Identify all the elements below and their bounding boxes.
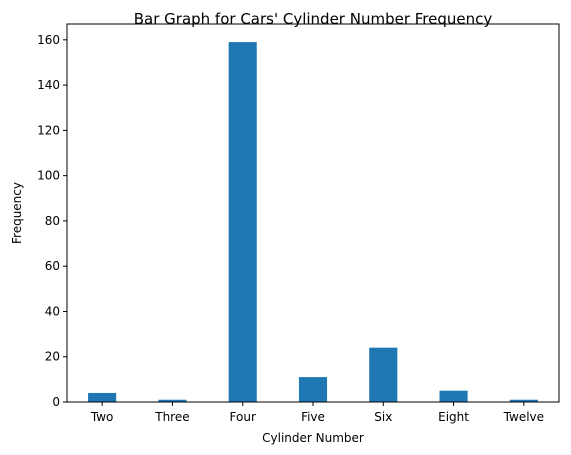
x-tick-label-twelve: Twelve	[503, 410, 544, 424]
x-tick-label-four: Four	[230, 410, 256, 424]
x-tick-label-two: Two	[90, 410, 114, 424]
y-tick-label-20: 20	[45, 350, 60, 364]
bar-six	[369, 347, 398, 402]
bar-four	[228, 42, 257, 402]
bar-eight	[439, 390, 468, 402]
bar-three	[158, 399, 187, 402]
chart-title: Bar Graph for Cars' Cylinder Number Freq…	[134, 10, 493, 28]
bars-group	[88, 42, 538, 402]
bar-twelve	[509, 399, 538, 402]
x-tick-label-five: Five	[301, 410, 325, 424]
y-axis: 0 20 40 60 80 100 120 140 160	[37, 33, 67, 409]
y-tick-label-80: 80	[45, 214, 60, 228]
bar-five	[298, 377, 328, 402]
x-tick-label-three: Three	[154, 410, 189, 424]
y-tick-label-160: 160	[37, 33, 60, 47]
y-tick-label-100: 100	[37, 169, 60, 183]
y-tick-label-40: 40	[45, 304, 60, 318]
x-axis-label: Cylinder Number	[262, 431, 364, 445]
y-tick-label-0: 0	[52, 395, 60, 409]
x-axis: Two Three Four Five Six Eight Twelve	[90, 402, 544, 424]
x-tick-label-six: Six	[374, 410, 392, 424]
x-tick-label-eight: Eight	[438, 410, 469, 424]
y-tick-label-120: 120	[37, 123, 60, 137]
plot-frame	[66, 23, 560, 403]
y-axis-label: Frequency	[10, 182, 24, 244]
y-tick-label-140: 140	[37, 78, 60, 92]
y-tick-label-60: 60	[45, 259, 60, 273]
bar-two	[88, 392, 117, 402]
